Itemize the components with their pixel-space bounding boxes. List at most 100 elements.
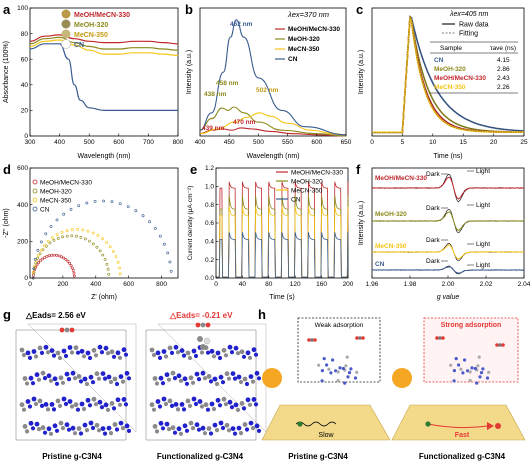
data-point (167, 252, 169, 254)
atom (103, 432, 107, 436)
x-tick-label: 400 (54, 139, 65, 146)
atom (47, 373, 52, 378)
legend-entry: CN (40, 207, 50, 214)
atom (127, 376, 131, 380)
atom (59, 421, 64, 426)
atom (89, 375, 94, 380)
atom (185, 382, 189, 386)
atom (44, 402, 49, 407)
atom (74, 345, 79, 350)
data-point (154, 227, 156, 229)
sheet-atom (346, 375, 349, 378)
sheet-atom (329, 371, 332, 374)
data-point (94, 200, 96, 202)
atom (71, 371, 76, 376)
atom (233, 377, 237, 381)
atom (73, 431, 77, 435)
atom (56, 399, 61, 404)
sheet-atom (354, 376, 357, 379)
atom (28, 356, 32, 360)
data-point (119, 273, 121, 275)
data-point (115, 256, 117, 258)
atom (159, 376, 164, 381)
legend-entry: MeCN-350 (40, 198, 72, 205)
data-point (65, 258, 67, 260)
atom (112, 406, 116, 410)
x-tick-label: 650 (341, 139, 352, 146)
atom (79, 431, 83, 435)
atom (173, 431, 177, 435)
atom (222, 348, 227, 353)
atom (118, 403, 122, 407)
sheet-atom (321, 369, 324, 372)
data-point (56, 219, 58, 221)
atom (203, 376, 207, 380)
atom (254, 353, 258, 357)
y-tick-label: 1.2 (205, 165, 214, 172)
light-label: Light (476, 168, 490, 175)
atom (50, 402, 55, 407)
atom (59, 375, 64, 380)
atom (76, 351, 80, 355)
sheet-atom (459, 368, 462, 371)
atom (180, 402, 185, 407)
atom (107, 375, 112, 380)
atom (121, 380, 125, 384)
atom (240, 349, 245, 354)
atom (233, 432, 237, 436)
data-point (106, 263, 108, 265)
atom (37, 378, 41, 382)
data-point (97, 234, 99, 236)
sheet-atom (469, 379, 472, 382)
light-label: Light (476, 241, 490, 248)
atom (53, 423, 58, 428)
y-axis-label: Intensity (a.u.) (358, 201, 365, 245)
atom (174, 402, 179, 407)
x-axis-label: g value (437, 294, 460, 301)
x-tick-label: 700 (143, 139, 154, 146)
atom (68, 345, 73, 350)
data-point (88, 240, 90, 242)
atom (170, 351, 174, 355)
atom (37, 427, 41, 431)
atom (249, 421, 254, 426)
legend-entry: MeCN-350 (74, 32, 108, 39)
atom (41, 425, 46, 430)
data-point (82, 229, 84, 231)
atom (122, 397, 127, 402)
sheet-atom (480, 371, 483, 374)
atom (219, 421, 224, 426)
light-label: Light (476, 262, 490, 269)
atom (44, 345, 49, 350)
data-point (63, 257, 65, 259)
atom (52, 354, 56, 358)
table-cell: CN (434, 57, 444, 64)
functional-group-atom (197, 336, 203, 342)
atom (219, 375, 224, 380)
atom (155, 429, 159, 433)
atom (35, 372, 40, 377)
y-axis-label: Intensity (a.u.) (358, 50, 365, 94)
atom (77, 426, 82, 431)
atom (194, 354, 198, 358)
atom (224, 353, 228, 357)
atom (127, 429, 131, 433)
atom (251, 426, 255, 430)
legend-entry: CN (288, 56, 298, 63)
data-label: 462 nm (230, 21, 253, 28)
data-point (51, 237, 53, 239)
legend-entry: MeOH/MeCN-330 (40, 180, 92, 187)
panel-label-f: f (356, 162, 361, 177)
sun-icon (262, 368, 282, 388)
data-point (103, 200, 105, 202)
atom (225, 423, 230, 428)
data-label: 502 nm (256, 87, 279, 94)
series-label: CN (375, 261, 385, 268)
sheet-atom (355, 371, 358, 374)
sheet-atom (327, 368, 330, 371)
atom (89, 421, 94, 426)
atom (216, 398, 221, 403)
x-tick-label: 0 (370, 139, 374, 146)
atom (183, 423, 188, 428)
sheet-atom (457, 363, 460, 366)
